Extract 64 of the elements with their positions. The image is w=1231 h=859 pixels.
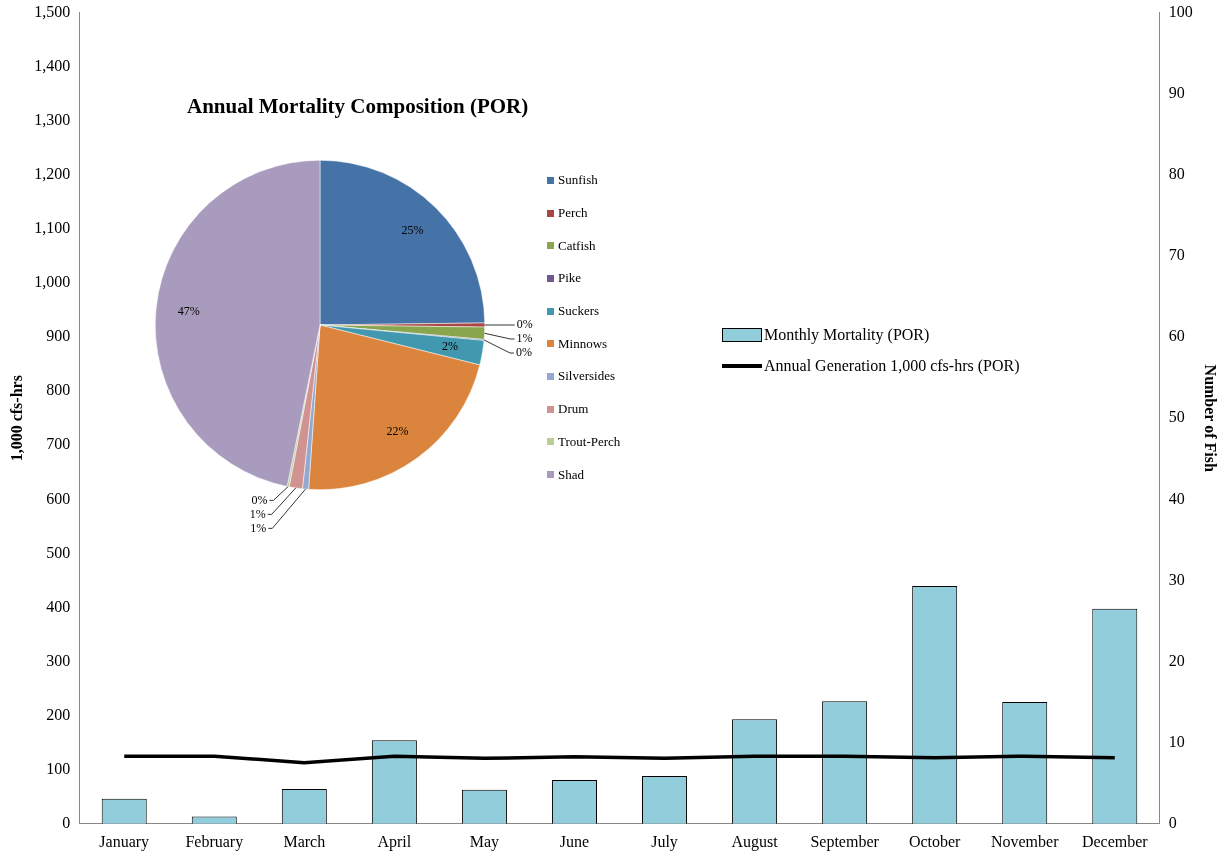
legend-label: Suckers: [558, 303, 600, 320]
legend-label: Sunfish: [558, 172, 598, 189]
legend-label: Minnows: [558, 335, 608, 352]
data-label: 47%: [177, 303, 200, 318]
y-tick-label: 200: [46, 705, 71, 723]
y2-tick-label: 50: [1168, 408, 1185, 426]
data-label: 1%: [250, 520, 267, 535]
y2-tick-label: 10: [1168, 732, 1185, 750]
y-tick-label: 1,300: [34, 110, 71, 128]
data-label: 0%: [516, 345, 533, 360]
y-tick-label: 1,100: [34, 219, 71, 237]
chart-title: Annual Mortality Composition (POR): [187, 94, 529, 119]
y-tick-label: 1,200: [34, 165, 71, 183]
legend-label: Shad: [558, 466, 584, 483]
y-tick-label: 0: [62, 814, 71, 831]
x-tick-label: August: [731, 832, 779, 851]
y-axis-title: 1,000 cfs-hrs: [7, 375, 25, 462]
y-tick-label: 1,400: [34, 56, 71, 74]
x-tick-label: July: [651, 832, 678, 851]
legend-label: Pike: [558, 270, 582, 287]
x-tick-label: February: [185, 832, 244, 851]
y2-tick-label: 90: [1168, 83, 1185, 101]
y-tick-label: 500: [46, 543, 71, 561]
y-tick-label: 300: [46, 651, 71, 669]
y2-tick-label: 0: [1168, 814, 1177, 831]
data-label: 0%: [251, 492, 268, 507]
x-tick-label: December: [1081, 832, 1149, 850]
legend-label: Monthly Mortality (POR): [764, 325, 930, 344]
y2-tick-label: 70: [1168, 246, 1185, 264]
x-tick-label: March: [283, 832, 326, 850]
legend-label: Perch: [558, 205, 588, 222]
data-label: 2%: [441, 339, 458, 354]
y2-tick-label: 40: [1168, 489, 1185, 507]
y-tick-label: 1,500: [34, 2, 71, 20]
y2-axis-title: Number of Fish: [1202, 364, 1220, 472]
legend-label: Drum: [558, 401, 589, 418]
y2-tick-label: 60: [1168, 327, 1185, 345]
x-tick-label: May: [469, 832, 500, 851]
y2-tick-label: 100: [1168, 2, 1193, 20]
y-tick-label: 600: [46, 489, 71, 507]
legend-label: Silversides: [558, 368, 616, 385]
x-tick-label: April: [377, 832, 412, 851]
data-label: 1%: [516, 331, 533, 346]
x-tick-label: October: [908, 832, 962, 850]
data-label: 0%: [516, 317, 533, 332]
legend-label: Annual Generation 1,000 cfs-hrs (POR): [764, 356, 1020, 375]
x-tick-label: January: [99, 832, 150, 851]
data-label: 25%: [401, 223, 424, 238]
y-tick-label: 400: [46, 597, 71, 615]
legend-label: Catfish: [558, 237, 596, 254]
y-tick-label: 700: [46, 435, 71, 453]
x-tick-label: September: [810, 832, 880, 851]
y-tick-label: 800: [46, 381, 71, 399]
x-tick-label: June: [559, 832, 590, 850]
y2-tick-label: 30: [1168, 570, 1185, 588]
data-label: 1%: [249, 506, 266, 521]
y-tick-label: 100: [46, 759, 71, 777]
legend-label: Trout-Perch: [558, 433, 621, 450]
y-tick-label: 1,000: [34, 273, 71, 291]
y2-tick-label: 20: [1168, 651, 1185, 669]
y-tick-label: 900: [46, 327, 71, 345]
data-label: 22%: [386, 423, 409, 438]
x-tick-label: November: [990, 832, 1060, 850]
y2-tick-label: 80: [1168, 165, 1185, 183]
